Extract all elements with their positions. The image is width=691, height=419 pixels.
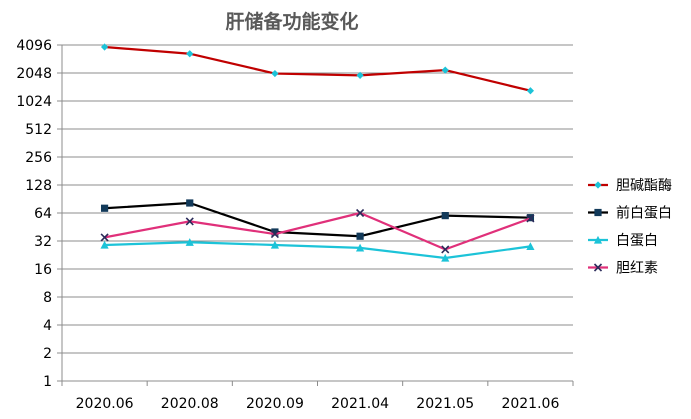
- x-tick-labels: 2020.06 2020.08 2020.09 2021.04 2021.05 2021.…: [76, 396, 560, 412]
- data-point: [186, 50, 194, 58]
- x-tick-label: 2020.06: [76, 396, 134, 412]
- data-point: [356, 71, 364, 79]
- legend-marker: [593, 235, 603, 244]
- x-tick-label: 2021.06: [501, 396, 559, 412]
- x-tick-label: 2020.09: [246, 396, 304, 412]
- data-point: [185, 217, 194, 226]
- data-point: [356, 232, 364, 240]
- legend-label: 白蛋白: [616, 233, 658, 249]
- data-point: [270, 240, 280, 249]
- series-line-0: [104, 45, 531, 92]
- y-tick-label: 512: [25, 122, 52, 138]
- data-point: [355, 243, 365, 252]
- legend-marker: [594, 181, 602, 189]
- data-point: [185, 238, 194, 246]
- legend-label: 胆红素: [616, 261, 658, 277]
- legend-label: 前白蛋白: [616, 205, 672, 222]
- series-2: [100, 238, 535, 262]
- y-tick-label: 256: [25, 150, 52, 166]
- data-point: [270, 229, 279, 239]
- y-tick-labels: 1 2 4 8 16 32 64 128 256 512 1024 2048 4096: [16, 38, 52, 390]
- data-point: [271, 228, 279, 236]
- y-tick-label: 4: [43, 318, 52, 334]
- data-point: [526, 87, 535, 95]
- axes: [61, 45, 574, 386]
- series-line-3: [104, 211, 531, 251]
- legend-label: 胆碱酯酶: [616, 178, 672, 194]
- series-1: [100, 199, 535, 240]
- data-point: [271, 69, 279, 78]
- series-line-2: [104, 241, 531, 260]
- data-point: [441, 66, 449, 74]
- legend-item: 胆红素: [588, 261, 658, 277]
- legend-marker: [593, 263, 603, 272]
- x-tick-label: 2021.05: [416, 396, 474, 412]
- x-tick-label: 2020.08: [161, 396, 219, 412]
- data-point: [100, 204, 109, 212]
- y-tick-label: 16: [34, 262, 52, 278]
- y-tick-label: 64: [34, 206, 52, 222]
- data-point: [441, 253, 450, 262]
- y-tick-label: 8: [43, 290, 52, 306]
- data-point: [356, 208, 365, 218]
- legend-item: 前白蛋白: [588, 205, 672, 222]
- x-tick-label: 2021.04: [331, 396, 389, 412]
- data-point: [526, 214, 535, 223]
- series-3: [100, 208, 535, 254]
- legend-item: 白蛋白: [588, 233, 658, 249]
- y-tick-label: 1: [43, 374, 52, 390]
- series-line-1: [104, 201, 531, 238]
- data-point: [100, 43, 109, 51]
- y-tick-label: 1024: [16, 94, 52, 110]
- data-point: [441, 212, 449, 220]
- series-group: [100, 43, 535, 262]
- data-point: [100, 233, 109, 242]
- legend-item: 胆碱酯酶: [588, 178, 672, 194]
- grid-lines: [57, 44, 573, 382]
- y-tick-label: 32: [34, 234, 52, 250]
- data-point: [526, 242, 535, 250]
- chart-title: 肝储备功能变化: [225, 10, 358, 33]
- data-point: [441, 245, 450, 254]
- series-0: [100, 43, 535, 95]
- data-point: [186, 199, 194, 207]
- legend-marker: [594, 208, 602, 217]
- y-tick-label: 2048: [16, 66, 52, 82]
- y-tick-label: 4096: [16, 38, 52, 54]
- data-point: [100, 240, 109, 249]
- y-tick-label: 2: [43, 346, 52, 362]
- y-tick-label: 128: [25, 178, 52, 194]
